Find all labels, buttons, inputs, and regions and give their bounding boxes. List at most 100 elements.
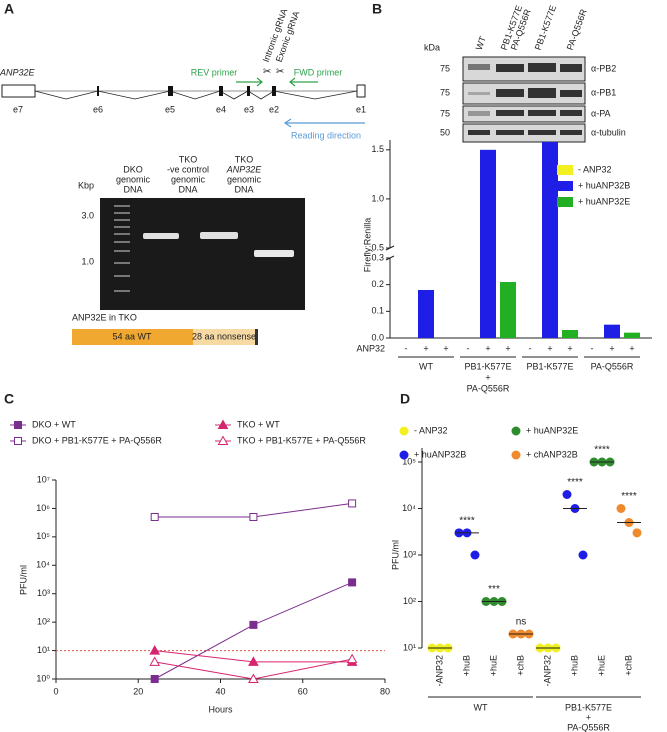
lane-label: DKO [123,164,143,174]
direction-label: Reading direction [291,130,361,140]
marker-label: 3.0 [81,210,94,220]
x-tick-label: +chB [623,655,633,676]
legend-marker [14,421,22,429]
bar [562,330,578,338]
lane-label: DNA [178,184,197,194]
group-label: PB1-K577E [464,361,511,371]
legend-marker [511,426,521,436]
sign-label: + [567,343,572,353]
y-tick-label: 10¹ [403,642,416,652]
legend-marker [14,437,22,445]
marker [248,656,259,666]
significance-label: *** [488,584,500,595]
kda-value: 50 [440,127,450,137]
sign-label: - [467,343,470,353]
x-tick-label: 20 [133,686,143,696]
lane-label: ANP32E [226,164,263,174]
marker [149,645,161,655]
bar [480,149,496,338]
lane-label: DNA [123,184,142,194]
group-label: PA-Q556R [591,361,634,371]
y-tick-label: 0.5 [371,242,384,252]
marker [249,620,258,629]
gene-diagram: ✂ ✂ [1,67,366,128]
exon-label: e3 [244,104,254,114]
bar [500,282,516,338]
sign-label: - [529,343,532,353]
y-tick-label: 10⁴ [402,503,416,513]
legend-label: + huANP32E [526,425,578,435]
x-tick-label: +huB [461,655,471,676]
kda-value: 75 [440,63,450,73]
sign-label: + [629,343,634,353]
gel-unit: Kbp [78,180,94,190]
kda-label: kDa [424,42,440,52]
legend-label: TKO + PB1-K577E + PA-Q556R [237,435,366,445]
y-tick-label: 10² [37,617,50,627]
x-tick-label: +huE [596,655,606,676]
marker [249,512,258,521]
marker [346,653,358,664]
segment-label: 54 aa WT [112,331,152,341]
dot [470,550,480,560]
y-tick-label: 1.0 [371,193,384,203]
bar [418,290,434,338]
x-tick-label: -ANP32 [434,655,444,687]
y-tick-label: 0.0 [371,332,384,342]
y-tick-label: 10³ [403,549,416,559]
group-label: WT [474,702,488,712]
legend-label: - ANP32 [578,164,612,174]
lane-label: genomic [227,174,262,184]
antibody-label: α-PA [591,108,611,118]
y-tick-label: 10⁵ [402,456,416,466]
x-axis-title: Hours [208,704,233,714]
antibody-label: α-tubulin [591,127,626,137]
legend-marker [399,450,409,460]
legend-label: + huANP32B [578,180,630,190]
sign-label: + [423,343,428,353]
significance-label: **** [621,491,637,502]
exon-label: e4 [216,104,226,114]
y-tick-label: 10⁷ [37,474,50,484]
gel-image [100,198,305,310]
x-tick-label: 60 [298,686,308,696]
legend-swatch [557,197,573,207]
kda-value: 75 [440,108,450,118]
bar [624,332,640,338]
western-blot [462,56,586,143]
antibody-label: α-PB1 [591,87,616,97]
exon-label: e5 [165,104,175,114]
y-tick-label: 10⁴ [36,560,50,570]
lane-label: genomic [171,174,206,184]
legend-label: + chANP32B [526,449,578,459]
sign-label: + [547,343,552,353]
significance-label: ns [516,617,527,628]
legend-marker [217,435,229,445]
group-label: + [586,712,591,722]
panel-label: D [400,391,410,407]
lane-label: -ve control [167,164,209,174]
y-tick-label: 10² [403,596,416,606]
legend-label: DKO + WT [32,419,76,429]
y-tick-label: 10⁵ [36,531,50,541]
lane-label: PA-Q556R [565,7,589,51]
panel-label: B [372,1,382,17]
dot [578,550,588,560]
dot [632,528,642,538]
x-tick-label: +huB [569,655,579,676]
group-label: PA-Q556R [467,383,510,393]
marker [348,578,357,587]
significance-label: **** [459,515,475,526]
dot [562,490,572,500]
legend-label: + huANP32E [578,196,630,206]
antibody-label: α-PB2 [591,63,616,73]
sign-label: - [591,343,594,353]
marker [150,512,159,521]
y-tick-label: 10⁶ [36,503,50,513]
legend-label: TKO + WT [237,419,280,429]
kda-value: 75 [440,87,450,97]
marker-label: 1.0 [81,256,94,266]
protein-title: ANP32E in TKO [72,312,137,322]
lane-label: TKO [235,154,254,164]
